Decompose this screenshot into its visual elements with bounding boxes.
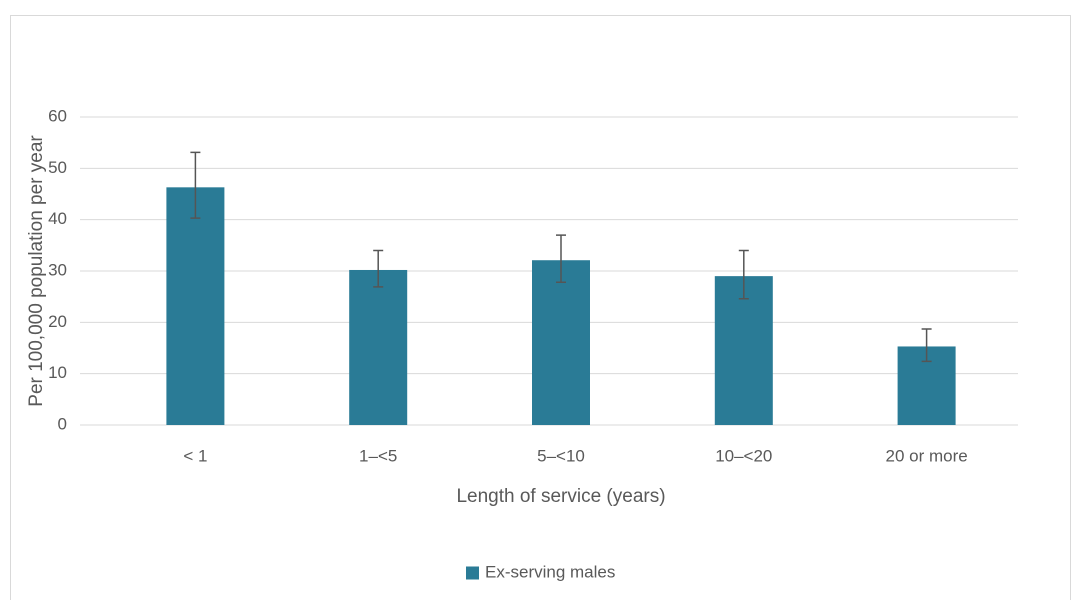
x-tick-label: 1–<5 <box>359 446 397 465</box>
y-tick-label: 0 <box>58 414 67 433</box>
x-axis-title: Length of service (years) <box>456 486 665 507</box>
error-bar <box>373 249 384 288</box>
x-tick-label: 5–<10 <box>537 446 585 465</box>
bar <box>166 187 225 425</box>
error-bar <box>556 234 566 284</box>
y-tick-label: 30 <box>48 260 67 279</box>
bar <box>532 260 590 425</box>
x-tick-label: 10–<20 <box>715 446 772 465</box>
legend-swatch <box>466 566 479 580</box>
error-bar <box>738 249 749 300</box>
y-tick-label: 50 <box>48 158 67 177</box>
error-bar <box>190 151 201 219</box>
y-axis-title: Per 100,000 population per year <box>26 135 47 407</box>
bar <box>349 269 408 425</box>
legend-label: Ex-serving males <box>485 562 615 581</box>
y-tick-label: 20 <box>48 312 67 331</box>
bar <box>714 276 773 425</box>
chart-border <box>10 15 1071 600</box>
x-tick-label: < 1 <box>183 446 207 465</box>
y-tick-label: 60 <box>48 106 67 125</box>
error-bar <box>921 328 932 363</box>
x-tick-label: 20 or more <box>885 446 967 465</box>
y-tick-label: 40 <box>48 209 67 228</box>
y-tick-label: 10 <box>48 363 67 382</box>
